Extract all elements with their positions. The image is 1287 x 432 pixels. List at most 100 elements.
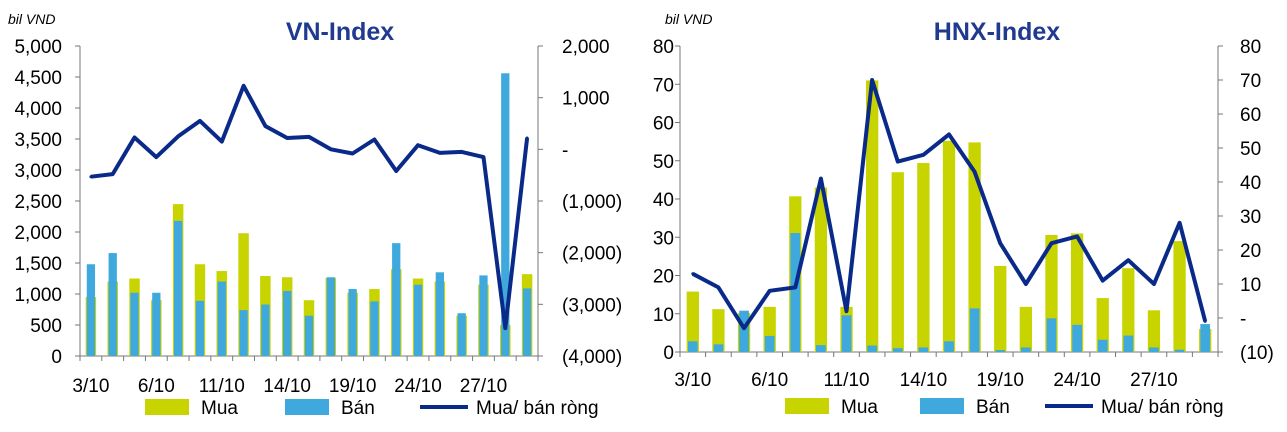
legend-label: Mua: [841, 397, 878, 418]
legend-label: Mua/ bán ròng: [476, 398, 599, 419]
bar-ban: [217, 281, 226, 356]
bar-ban: [1097, 339, 1108, 352]
bar-ban: [867, 345, 878, 352]
bar-ban: [1020, 347, 1031, 352]
left-tick-label: 2,000: [14, 223, 62, 244]
net-line-point: [973, 170, 977, 174]
net-line-point: [111, 172, 115, 176]
net-line-point: [768, 289, 772, 293]
x-tick-label: 27/10: [460, 376, 508, 397]
left-tick-label: 0: [51, 347, 62, 368]
bar-ban: [522, 288, 532, 356]
x-tick-label: 11/10: [199, 376, 245, 397]
net-line-point: [998, 241, 1002, 245]
right-tick-label: -: [562, 140, 568, 161]
net-line-point: [742, 326, 746, 330]
net-line-point: [438, 151, 442, 155]
left-tick-label: 40: [653, 190, 674, 211]
vn-index-chart: VN-Index bil VND 0 500 1,000 1,500 2,000 2,500 3…: [8, 11, 622, 419]
bar-ban: [790, 233, 801, 352]
right-tick-label: (10): [1240, 343, 1274, 364]
bar-mua: [968, 142, 981, 352]
right-tick-label: 10: [1240, 275, 1261, 296]
net-line-point: [1049, 241, 1053, 245]
bar-ban: [479, 275, 488, 356]
bar-ban: [501, 73, 510, 356]
net-line-point: [460, 150, 464, 154]
bar-ban: [435, 272, 445, 356]
x-tick-label: 27/10: [1130, 370, 1178, 391]
left-tick-label: 4,500: [14, 68, 62, 89]
bar-ban: [918, 347, 929, 352]
left-tick-label: 50: [653, 152, 674, 173]
right-tick-label: (2,000): [562, 244, 622, 265]
net-line-point: [394, 169, 398, 173]
net-line-point: [819, 177, 823, 181]
bar-ban: [1149, 347, 1159, 352]
net-line-point: [921, 153, 925, 157]
net-line-point: [1101, 279, 1105, 283]
bar-ban: [130, 292, 139, 356]
left-tick-label: 2,500: [14, 192, 62, 213]
x-tick-label: 11/10: [823, 370, 869, 391]
bar-mua: [994, 265, 1007, 352]
net-line-point: [1126, 258, 1130, 262]
left-tick-label: 1,500: [14, 254, 62, 275]
bar-ban: [348, 289, 357, 356]
bar-mua: [712, 309, 725, 352]
left-tick-label: 3,000: [14, 161, 62, 182]
bar-ban: [892, 348, 903, 352]
net-line-point: [525, 136, 529, 140]
x-tick-label: 19/10: [976, 370, 1024, 391]
right-tick-label: 50: [1240, 139, 1261, 160]
left-tick-label: 70: [653, 75, 674, 96]
bar-mua: [1019, 306, 1033, 352]
right-tick-label: 2,000: [562, 37, 610, 58]
x-tick-label: 14/10: [263, 376, 311, 397]
legend-swatch-mua: [145, 399, 189, 415]
bar-ban: [173, 220, 183, 356]
net-line-point: [947, 132, 951, 136]
bar-ban: [108, 253, 117, 356]
right-tick-label: 60: [1240, 105, 1261, 126]
left-tick-label: 60: [653, 114, 674, 135]
net-line-point: [1178, 221, 1182, 225]
bar-ban: [816, 345, 826, 352]
bar-mua: [686, 291, 699, 352]
bar-ban: [1046, 318, 1057, 352]
bar-ban: [86, 264, 96, 356]
bar-mua: [865, 80, 879, 353]
legend: Mua Bán Mua/ bán ròng: [145, 398, 599, 419]
bar-mua: [238, 233, 249, 356]
left-tick-label: 4,000: [14, 99, 62, 120]
right-tick-label: 70: [1240, 71, 1261, 92]
bar-ban: [413, 284, 423, 356]
bar-ban: [944, 341, 954, 352]
net-line-point: [1203, 319, 1207, 323]
net-line-point: [198, 119, 202, 123]
right-tick-label: (3,000): [562, 295, 622, 316]
bar-mua: [1096, 298, 1109, 352]
legend-label: Mua: [201, 398, 238, 419]
bar-ban: [764, 335, 775, 352]
net-line-point: [1075, 234, 1079, 238]
x-tick-label: 6/10: [751, 370, 788, 391]
bar-ban: [739, 310, 749, 352]
bar-ban: [1200, 324, 1211, 352]
net-line-point: [691, 272, 695, 276]
bar-ban: [326, 277, 335, 356]
net-line-point: [793, 285, 797, 289]
left-tick-label: 3,500: [14, 130, 62, 151]
unit-label: bil VND: [665, 11, 712, 27]
net-line-point: [89, 175, 93, 179]
bar-mua: [814, 187, 828, 352]
bar-ban: [152, 292, 161, 356]
legend-label: Bán: [976, 397, 1010, 418]
right-tick-label: 1,000: [562, 89, 610, 110]
left-tick-label: 30: [653, 228, 674, 249]
bar-mua: [891, 172, 904, 352]
legend-swatch-mua: [785, 398, 829, 414]
right-tick-label: 20: [1240, 241, 1261, 262]
bar-ban: [304, 315, 314, 356]
